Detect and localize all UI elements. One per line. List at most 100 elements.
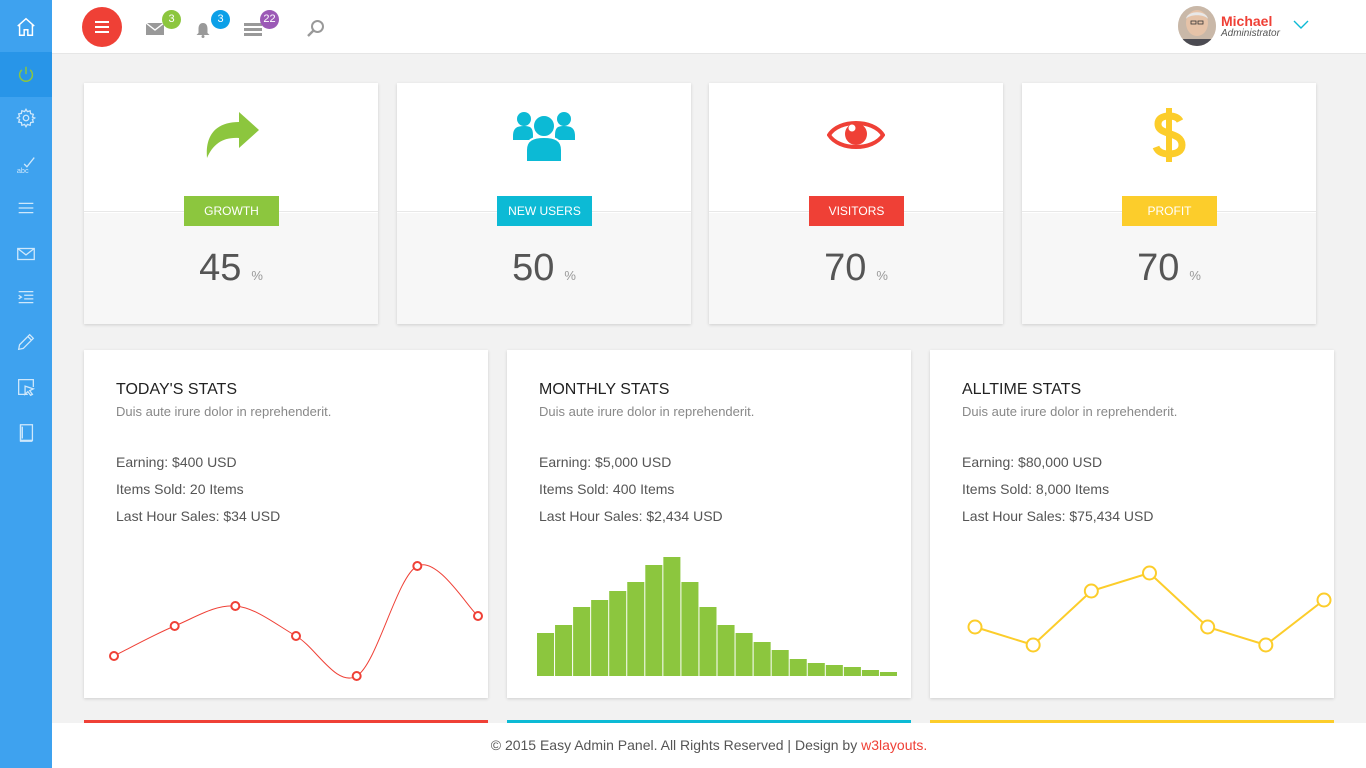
envelope-icon: [146, 22, 164, 35]
growth-card: GROWTH 45%: [84, 83, 378, 324]
footer-link[interactable]: w3layouts.: [861, 737, 928, 753]
panel-last-hour-sales: Last Hour Sales: $2,434 USD: [539, 508, 723, 524]
messages-button[interactable]: 3: [146, 10, 181, 44]
next-card-strip-yellow: [930, 720, 1334, 723]
tasks-icon: [244, 23, 262, 36]
user-name: Michael: [1221, 13, 1273, 29]
sidebar-item-settings[interactable]: [0, 95, 52, 140]
bar: [735, 633, 753, 676]
search-button[interactable]: [306, 14, 340, 44]
svg-text:abc: abc: [17, 166, 29, 175]
panel-last-hour-sales: Last Hour Sales: $75,434 USD: [962, 508, 1154, 524]
sidebar-item-home[interactable]: [0, 4, 52, 49]
sidebar: abc: [0, 0, 52, 768]
todays-line-chart: [109, 561, 483, 681]
data-point: [351, 671, 362, 681]
alltime-stats-panel: ALLTIME STATS Duis aute irure dolor in r…: [930, 350, 1334, 698]
panel-earning: Earning: $400 USD: [116, 454, 237, 470]
tasks-badge: 22: [260, 10, 279, 29]
monthly-stats-panel: MONTHLY STATS Duis aute irure dolor in r…: [507, 350, 911, 698]
bar: [591, 600, 609, 676]
spellcheck-icon: abc: [17, 156, 35, 175]
share-arrow-icon: [206, 112, 259, 158]
sidebar-item-power[interactable]: [0, 52, 52, 97]
profit-card: PROFIT 70%: [1022, 83, 1316, 324]
hamburger-icon: [95, 21, 109, 33]
mail-icon: [17, 247, 35, 260]
gear-icon: [16, 107, 37, 128]
footer-text: © 2015 Easy Admin Panel. All Rights Rese…: [490, 737, 862, 753]
bar: [645, 565, 663, 676]
bell-icon: [196, 23, 210, 38]
pencil-icon: [17, 333, 35, 350]
visitors-card: VISITORS 70%: [709, 83, 1003, 324]
stat-value: 70: [824, 247, 867, 289]
power-icon: [18, 66, 34, 82]
stat-unit: %: [251, 268, 263, 283]
users-icon: [513, 112, 575, 163]
bar: [861, 670, 879, 676]
notifications-button[interactable]: 3: [195, 10, 230, 44]
panel-items-sold: Items Sold: 8,000 Items: [962, 481, 1110, 497]
data-point: [169, 621, 180, 631]
footer: © 2015 Easy Admin Panel. All Rights Rese…: [52, 723, 1366, 768]
messages-badge: 3: [162, 10, 181, 29]
bar: [681, 582, 699, 676]
user-menu[interactable]: Michael Administrator: [1178, 6, 1318, 46]
stat-unit: %: [876, 268, 888, 283]
panel-title: MONTHLY STATS: [539, 381, 670, 398]
alltime-line-chart: [967, 565, 1332, 653]
top-header: 3 3 22 Michael Administrator: [52, 0, 1366, 54]
stat-label: GROWTH: [184, 196, 279, 226]
data-point: [1258, 637, 1274, 653]
panel-earning: Earning: $5,000 USD: [539, 454, 672, 470]
data-point: [1316, 592, 1332, 608]
sidebar-item-mail[interactable]: [0, 231, 52, 276]
sidebar-item-spellcheck[interactable]: abc: [0, 141, 52, 186]
bar: [807, 663, 825, 676]
panel-title: TODAY'S STATS: [116, 381, 237, 398]
indent-icon: [18, 290, 34, 303]
data-point: [1083, 583, 1099, 599]
bar: [879, 672, 897, 676]
data-point: [473, 611, 483, 621]
book-icon: [19, 423, 34, 442]
panel-last-hour-sales: Last Hour Sales: $34 USD: [116, 508, 281, 524]
stat-unit: %: [1189, 268, 1201, 283]
menu-toggle-button[interactable]: [82, 7, 122, 47]
sidebar-item-book[interactable]: [0, 410, 52, 455]
panel-items-sold: Items Sold: 400 Items: [539, 481, 675, 497]
data-point: [230, 601, 241, 611]
stat-label: VISITORS: [809, 196, 904, 226]
stat-value: 45: [199, 247, 242, 289]
search-icon: [307, 20, 324, 37]
cursor-select-icon: [18, 378, 36, 396]
data-point: [412, 561, 423, 571]
data-point: [1142, 565, 1157, 581]
dollar-icon: [1152, 108, 1186, 162]
avatar: [1178, 6, 1216, 46]
sidebar-item-indent[interactable]: [0, 275, 52, 320]
sidebar-item-list[interactable]: [0, 185, 52, 230]
notifications-badge: 3: [211, 10, 230, 29]
stat-label: PROFIT: [1122, 196, 1217, 226]
new-users-card: NEW USERS 50%: [397, 83, 691, 324]
bar: [789, 659, 807, 676]
sidebar-item-select[interactable]: [0, 364, 52, 409]
panel-title: ALLTIME STATS: [962, 381, 1082, 398]
eye-icon: [827, 121, 885, 149]
stat-unit: %: [564, 268, 576, 283]
chevron-down-icon[interactable]: [1293, 20, 1309, 30]
bar: [627, 582, 645, 676]
user-role: Administrator: [1221, 28, 1280, 39]
sidebar-item-edit[interactable]: [0, 319, 52, 364]
home-icon: [17, 17, 35, 36]
next-card-strip-red: [84, 720, 488, 723]
tasks-button[interactable]: 22: [244, 10, 279, 44]
panel-subtitle: Duis aute irure dolor in reprehenderit.: [962, 404, 1178, 419]
series-line: [113, 564, 479, 679]
stat-label: NEW USERS: [497, 196, 592, 226]
bar: [699, 607, 717, 676]
panel-items-sold: Items Sold: 20 Items: [116, 481, 244, 497]
data-point: [291, 631, 301, 641]
